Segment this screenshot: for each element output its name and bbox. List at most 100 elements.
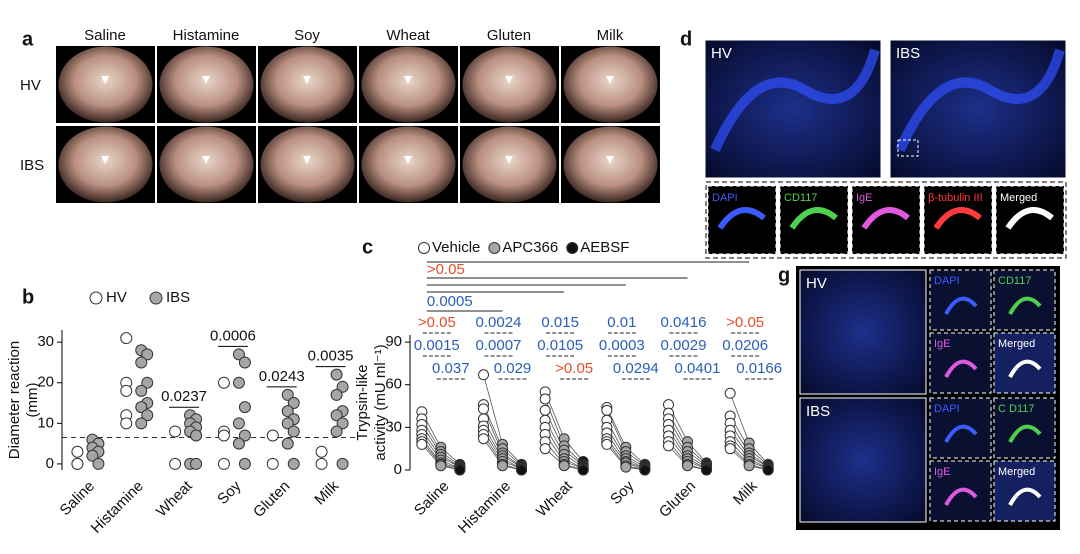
data-point bbox=[516, 464, 527, 476]
panel-d: HV IBS DAPI CD117 IgE β-tubulin III Merged bbox=[704, 39, 1067, 259]
data-point bbox=[539, 404, 551, 416]
data-point bbox=[135, 417, 148, 430]
y-axis-label: Trypsin-like bbox=[354, 364, 371, 440]
endoscopy-image bbox=[462, 126, 557, 203]
x-tick-label: Milk bbox=[730, 477, 761, 508]
channel-label: DAPI bbox=[712, 192, 738, 204]
x-tick-label: Saline bbox=[411, 478, 453, 520]
inset-box bbox=[897, 139, 919, 157]
panel-b: b HV IBS 0 10 20 30 Diameter reaction (mm) 0.0237… bbox=[6, 286, 355, 537]
data-point bbox=[336, 417, 349, 430]
endoscopy-image bbox=[361, 46, 456, 123]
tissue bbox=[710, 48, 880, 153]
column-label: Soy bbox=[294, 27, 320, 44]
data-point bbox=[135, 384, 148, 397]
p-value: 0.01 bbox=[607, 314, 636, 331]
legend-marker bbox=[488, 242, 501, 254]
data-point bbox=[336, 380, 349, 393]
data-point bbox=[217, 429, 230, 442]
y-axis-label: activity (mU ml⁻¹) bbox=[372, 344, 389, 460]
data-point bbox=[478, 369, 489, 381]
data-point bbox=[336, 457, 349, 470]
data-point bbox=[120, 332, 133, 345]
arrow bbox=[101, 76, 109, 84]
data-point bbox=[287, 425, 300, 438]
channel-label: Merged bbox=[1000, 192, 1037, 204]
cell bbox=[1005, 207, 1054, 230]
panel-label: b bbox=[22, 286, 34, 308]
data-point bbox=[315, 445, 328, 458]
data-point bbox=[478, 433, 489, 445]
x-tick-label: Saline bbox=[57, 478, 99, 520]
y-tick-label: 30 bbox=[385, 418, 402, 435]
x-tick-label: Histamine bbox=[88, 478, 147, 537]
data-point bbox=[120, 417, 133, 430]
data-point bbox=[281, 437, 294, 450]
panel-label: c bbox=[362, 236, 373, 258]
data-point bbox=[266, 457, 279, 470]
data-point bbox=[330, 368, 343, 381]
data-point bbox=[497, 460, 508, 472]
x-tick-label: Wheat bbox=[533, 477, 576, 520]
data-point bbox=[743, 460, 755, 472]
x-tick-label: Wheat bbox=[153, 477, 196, 520]
x-tick-label: Soy bbox=[214, 477, 245, 508]
endoscopy-image bbox=[58, 46, 153, 123]
arrow bbox=[101, 156, 109, 164]
p-value: 0.0294 bbox=[613, 360, 659, 377]
data-point bbox=[287, 397, 300, 410]
data-point bbox=[238, 457, 251, 470]
row-label: HV bbox=[20, 77, 41, 94]
cell bbox=[1008, 359, 1042, 378]
arrow bbox=[303, 76, 311, 84]
cell bbox=[944, 424, 978, 443]
p-value: 0.0003 bbox=[599, 337, 645, 354]
channel-label: IgE bbox=[856, 192, 873, 204]
micrograph bbox=[799, 397, 927, 523]
data-point bbox=[724, 443, 736, 455]
cell bbox=[944, 359, 978, 378]
channel-label: IgE bbox=[934, 338, 951, 350]
arrow bbox=[404, 76, 412, 84]
data-point bbox=[232, 437, 245, 450]
p-value: 0.0006 bbox=[210, 327, 256, 344]
data-point bbox=[141, 376, 154, 389]
cell bbox=[1008, 296, 1042, 315]
x-tick-label: Gluten bbox=[250, 478, 293, 521]
column-label: Histamine bbox=[173, 27, 240, 44]
panel-g: HV DAPI CD117 IgE Merged IBS DAPI C D117 IgE Merg… bbox=[796, 266, 1060, 530]
data-point bbox=[71, 445, 84, 458]
legend-label: IBS bbox=[166, 289, 190, 306]
data-point bbox=[238, 429, 251, 442]
p-value: 0.0206 bbox=[722, 337, 768, 354]
legend-label: Vehicle bbox=[432, 239, 480, 256]
data-point bbox=[190, 429, 203, 442]
panel-c: c Vehicle APC366 AEBSF 0 30 60 90 Trypsin-like ac… bbox=[354, 236, 782, 537]
micrograph-label: HV bbox=[711, 45, 732, 62]
data-point bbox=[330, 388, 343, 401]
data-point bbox=[315, 457, 328, 470]
column-label: Wheat bbox=[386, 27, 430, 44]
arrow bbox=[505, 76, 513, 84]
panel-label: a bbox=[22, 28, 34, 50]
channel-label: CD117 bbox=[784, 192, 817, 204]
legend-label: AEBSF bbox=[580, 239, 629, 256]
y-axis-label: Diameter reaction bbox=[6, 341, 23, 459]
column-label: Milk bbox=[597, 27, 624, 44]
channel-label: DAPI bbox=[934, 403, 960, 415]
x-tick-label: Milk bbox=[311, 477, 342, 508]
p-value: 0.0024 bbox=[476, 314, 522, 331]
data-point bbox=[701, 464, 712, 476]
x-tick-label: Histamine bbox=[455, 478, 514, 537]
data-point bbox=[478, 403, 489, 415]
cell bbox=[944, 487, 978, 506]
data-point bbox=[141, 348, 154, 361]
data-point bbox=[724, 387, 736, 399]
p-value: 0.029 bbox=[494, 360, 532, 377]
arrow bbox=[303, 156, 311, 164]
micrograph bbox=[799, 269, 927, 395]
endoscopy-image bbox=[260, 126, 355, 203]
channel-label: Merged bbox=[998, 338, 1035, 350]
y-tick-label: 10 bbox=[37, 414, 54, 431]
